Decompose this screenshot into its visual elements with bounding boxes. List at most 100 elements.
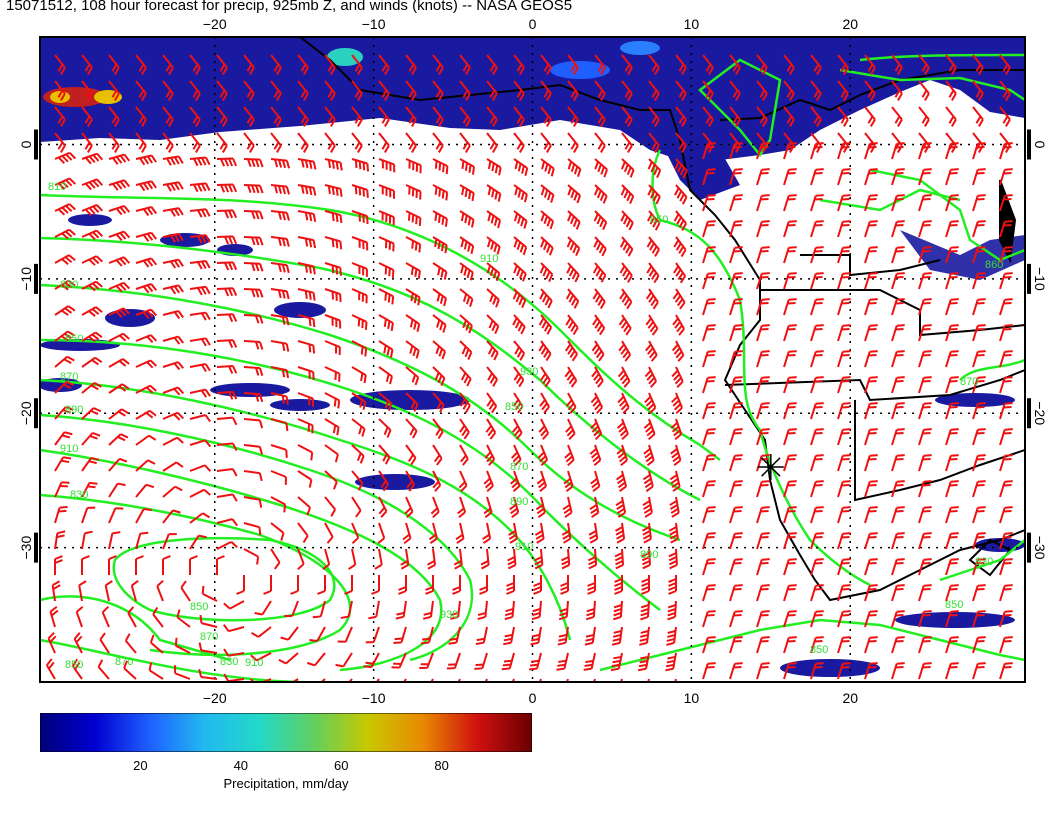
wind-barb <box>864 506 878 524</box>
wind-barb <box>918 168 932 186</box>
wind-barb <box>54 481 70 498</box>
wind-barb <box>783 246 797 264</box>
wind-barb <box>216 157 238 167</box>
wind-barb <box>479 575 488 595</box>
wind-barb <box>918 298 932 316</box>
wind-barb <box>189 208 211 218</box>
lat-tick-label-right: −10 <box>1032 267 1048 291</box>
wind-barb <box>540 184 555 203</box>
wind-barb <box>189 464 212 472</box>
wind-barb <box>351 418 366 437</box>
wind-barb <box>729 480 743 498</box>
wind-barb <box>783 402 797 420</box>
wind-barb <box>567 54 579 75</box>
wind-barb <box>539 262 554 283</box>
wind-barb <box>783 662 797 680</box>
wind-barb <box>297 314 316 328</box>
wind-barb <box>621 80 633 101</box>
wind-barb <box>512 288 527 309</box>
wind-barb <box>945 454 959 472</box>
wind-barb <box>641 575 650 595</box>
wind-barb <box>891 428 905 446</box>
wind-barb <box>621 54 633 75</box>
wind-barb <box>837 220 851 238</box>
wind-barb <box>668 575 677 595</box>
wind-barb <box>405 366 420 386</box>
wind-barb <box>162 181 184 192</box>
wind-barb <box>540 80 552 101</box>
wind-barb <box>243 444 263 455</box>
contour-label: 870 <box>960 376 978 388</box>
wind-barb <box>108 457 128 472</box>
wind-barb <box>891 584 905 602</box>
wind-barb <box>81 555 90 575</box>
wind-barb <box>378 444 391 465</box>
wind-barb <box>810 350 824 368</box>
wind-barb <box>945 220 959 238</box>
wind-barb <box>54 355 75 368</box>
wind-barb <box>972 428 986 446</box>
wind-barb <box>458 470 468 492</box>
wind-barb <box>420 626 434 645</box>
wind-barb <box>216 287 238 297</box>
wind-barb <box>135 334 158 344</box>
wind-barb <box>810 662 824 680</box>
wind-barb <box>124 633 137 654</box>
map-frame <box>39 36 1026 683</box>
wind-barb <box>486 366 498 387</box>
wind-barb <box>400 548 410 570</box>
wind-barb <box>216 261 238 271</box>
wind-barb <box>918 480 932 498</box>
wind-barb <box>783 142 797 160</box>
wind-barb <box>810 106 822 127</box>
wind-barb <box>223 673 245 682</box>
wind-barb <box>243 340 264 350</box>
wind-barb <box>378 418 392 438</box>
wind-barb <box>459 366 472 387</box>
wind-barb <box>864 194 878 212</box>
wind-barb <box>589 444 602 467</box>
precipitation-layer <box>40 37 1025 677</box>
wind-barb <box>430 496 440 519</box>
lon-tick-label-top: 20 <box>842 16 858 32</box>
wind-barb <box>756 272 770 290</box>
wind-barb <box>672 288 686 310</box>
wind-barb <box>702 532 716 550</box>
wind-barb <box>162 335 185 345</box>
wind-barb <box>587 548 598 570</box>
wind-barb <box>351 54 363 75</box>
wind-barb <box>162 555 171 575</box>
wind-barb <box>422 600 434 620</box>
wind-barb <box>97 659 110 680</box>
wind-barb <box>837 142 851 160</box>
wind-barb <box>243 548 260 565</box>
wind-barb <box>590 392 604 414</box>
wind-barb <box>619 288 633 310</box>
wind-barb <box>918 350 932 368</box>
wind-barb <box>216 493 238 502</box>
wind-barb <box>567 184 582 204</box>
wind-barb <box>81 407 102 420</box>
wind-barb <box>324 418 340 436</box>
wind-barb <box>669 496 680 518</box>
wind-barb <box>486 314 500 334</box>
wind-barb <box>395 600 407 620</box>
wind-barb <box>486 184 502 202</box>
wind-barb <box>783 220 797 238</box>
wind-barb <box>999 106 1011 127</box>
wind-barb <box>945 532 959 550</box>
wind-barb <box>405 470 416 492</box>
lon-tick-label-bottom: 10 <box>684 690 700 706</box>
wind-barb <box>972 272 986 290</box>
wind-barb <box>810 272 824 290</box>
wind-barb <box>243 496 263 508</box>
wind-barb <box>135 180 157 192</box>
wind-barb <box>999 298 1013 316</box>
wind-barb <box>972 142 986 160</box>
wind-barb <box>243 106 255 127</box>
wind-barb <box>972 636 986 654</box>
wind-barb <box>135 531 149 550</box>
wind-barb <box>530 626 542 646</box>
wind-barb <box>537 444 549 467</box>
wind-barb <box>459 132 471 153</box>
